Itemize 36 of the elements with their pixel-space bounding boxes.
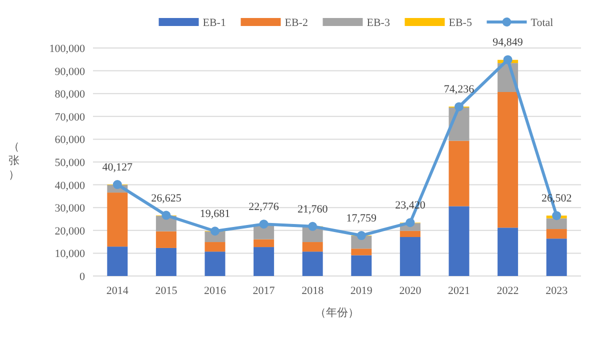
data-label: 21,760 — [297, 203, 328, 216]
y-tick-label: 80,000 — [54, 88, 86, 101]
legend-label: EB-5 — [448, 17, 472, 29]
y-tick-label: 20,000 — [54, 225, 86, 238]
y-tick-label: 30,000 — [54, 202, 86, 215]
y-tick-label: 0 — [80, 271, 86, 283]
x-tick-label: 2019 — [350, 285, 373, 297]
y-tick-label: 70,000 — [54, 111, 86, 124]
x-tick-label: 2014 — [106, 285, 129, 297]
x-tick-label: 2016 — [204, 285, 226, 297]
x-tick-label: 2017 — [252, 285, 276, 297]
x-tick-label: 2021 — [448, 285, 470, 297]
data-label: 17,759 — [346, 212, 378, 225]
data-label: 19,681 — [200, 208, 230, 220]
y-tick-label: 50,000 — [54, 157, 86, 169]
legend-label: EB-2 — [284, 17, 308, 29]
x-tick-label: 2018 — [302, 285, 324, 297]
x-tick-label: 2020 — [399, 285, 422, 297]
y-tick-label: 90,000 — [54, 66, 86, 78]
x-tick-label: 2022 — [496, 285, 519, 297]
legend-label: EB-3 — [366, 17, 390, 29]
data-label: 74,236 — [444, 84, 475, 96]
data-label: 40,127 — [102, 162, 134, 174]
y-tick-label: 10,000 — [54, 248, 86, 260]
legend-label: EB-1 — [202, 17, 226, 29]
y-tick-label: 40,000 — [54, 180, 86, 192]
legend-label: Total — [530, 17, 554, 29]
data-label: 26,625 — [151, 192, 182, 204]
data-label: 94,849 — [492, 36, 524, 49]
y-tick-label: 100,000 — [49, 43, 86, 55]
x-tick-label: 2015 — [155, 285, 178, 297]
y-axis-title: （张） — [8, 141, 20, 181]
x-tick-label: 2023 — [546, 285, 568, 297]
x-axis-title: （年份） — [315, 307, 359, 319]
y-tick-label: 60,000 — [54, 134, 86, 146]
data-label: 22,776 — [248, 201, 280, 214]
